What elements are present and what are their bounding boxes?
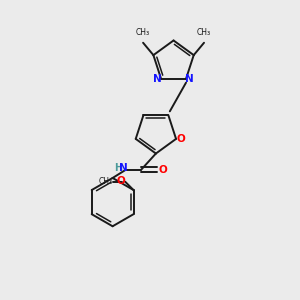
Text: O: O bbox=[159, 165, 168, 175]
Text: O: O bbox=[177, 134, 186, 144]
Text: O: O bbox=[116, 176, 125, 186]
Text: H: H bbox=[114, 163, 123, 173]
Text: N: N bbox=[185, 74, 194, 84]
Text: N: N bbox=[119, 163, 128, 173]
Text: N: N bbox=[153, 74, 162, 84]
Text: CH₃: CH₃ bbox=[197, 28, 211, 38]
Text: CH₃: CH₃ bbox=[136, 28, 150, 38]
Text: CH₃: CH₃ bbox=[98, 177, 112, 186]
